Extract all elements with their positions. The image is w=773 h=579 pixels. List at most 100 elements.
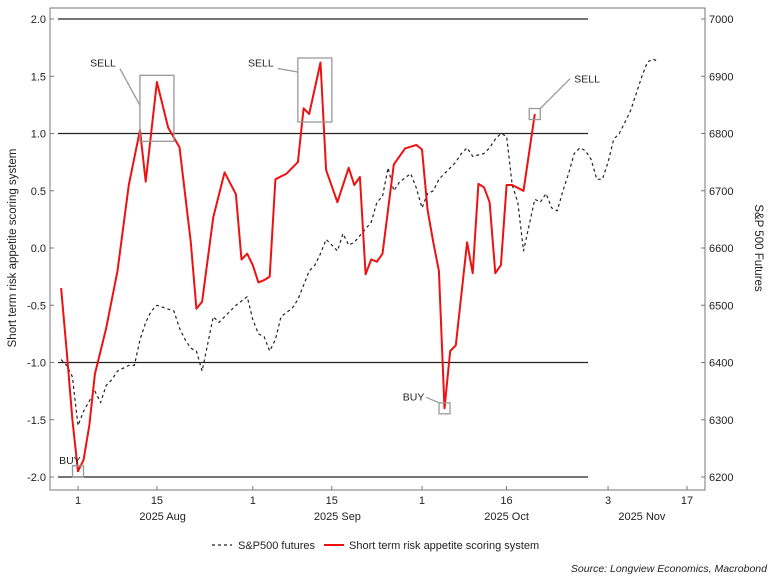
sp500-point — [77, 425, 78, 426]
annotation-label: SELL — [90, 58, 116, 70]
y-right-title: S&P 500 Futures — [752, 204, 764, 292]
y-right-tick-label: 6200 — [709, 472, 733, 484]
risk-appetite-point — [264, 280, 265, 281]
sp500-point — [461, 153, 462, 154]
risk-appetite-point — [202, 301, 203, 302]
risk-appetite-point — [376, 261, 377, 262]
sp500-point — [562, 190, 563, 191]
sp500-point — [540, 202, 541, 203]
sp500-point — [280, 316, 281, 317]
annotation-box — [297, 57, 333, 123]
sp500-point — [348, 245, 349, 246]
x-tick-label: 1 — [250, 495, 256, 507]
sp500-point — [106, 385, 107, 386]
risk-appetite-point — [168, 127, 169, 128]
risk-appetite-point — [489, 202, 490, 203]
sp500-point — [371, 222, 372, 223]
x-tick-label: 16 — [500, 495, 512, 507]
sp500-point — [568, 173, 569, 174]
sp500-point — [247, 296, 248, 297]
y-right-tick-label: 6700 — [709, 186, 733, 198]
sp500-point — [111, 379, 112, 380]
sp500-point — [579, 147, 580, 148]
sp500-point — [202, 371, 203, 372]
risk-appetite-point — [382, 253, 383, 254]
x-tick-label: 3 — [605, 495, 611, 507]
risk-appetite-point — [320, 62, 321, 63]
sp500-point — [145, 322, 146, 323]
risk-appetite-point — [179, 147, 180, 148]
sp500-point — [647, 61, 648, 62]
annotation-label: BUY — [403, 391, 425, 403]
y-left-tick-label: 0.5 — [31, 186, 46, 198]
sp500-point — [624, 122, 625, 123]
sp500-point — [574, 153, 575, 154]
sp500-point — [230, 310, 231, 311]
x-month-label: 2025 Nov — [618, 511, 666, 523]
x-tick-label: 15 — [326, 495, 338, 507]
sp500-point — [224, 316, 225, 317]
legend: S&P500 futures Short term risk appetite … — [212, 540, 539, 552]
sp500-point — [653, 59, 654, 60]
risk-appetite-point — [512, 184, 513, 185]
risk-appetite-point — [444, 408, 445, 409]
sp500-point — [61, 359, 62, 360]
sp500-point — [179, 328, 180, 329]
risk-appetite-point — [483, 187, 484, 188]
risk-appetite-point — [393, 164, 394, 165]
risk-appetite-point — [359, 176, 360, 177]
sp500-point — [500, 133, 501, 134]
risk-appetite-point — [269, 276, 270, 277]
sp500-point — [636, 93, 637, 94]
sp500-point — [269, 350, 270, 351]
sp500-point — [264, 336, 265, 337]
risk-appetite-point — [190, 242, 191, 243]
y-right-tick-label: 6400 — [709, 358, 733, 370]
sp500-point — [450, 167, 451, 168]
risk-appetite-point — [303, 108, 304, 109]
risk-appetite-series — [60, 61, 536, 473]
risk-appetite-point — [213, 217, 214, 218]
risk-appetite-point — [224, 172, 225, 173]
sp500-point — [399, 182, 400, 183]
x-month-label: 2025 Sep — [314, 511, 361, 523]
sp500-point — [393, 190, 394, 191]
sp500-point — [523, 250, 524, 251]
risk-appetite-point — [326, 170, 327, 171]
x-tick-label: 15 — [151, 495, 163, 507]
sp500-point — [303, 285, 304, 286]
risk-appetite-point — [94, 373, 95, 374]
right-axis: 7000 6900 6800 6700 6600 6500 6400 6300 6200 — [701, 14, 733, 484]
sp500-point — [275, 339, 276, 340]
sp500-point — [83, 411, 84, 412]
risk-appetite-point — [83, 459, 84, 460]
risk-appetite-point — [354, 184, 355, 185]
x-axis: 1 15 1 15 1 16 3 17 2025 Aug 2025 Sep 2025 Oct 2025… — [75, 486, 693, 523]
sp500-point — [421, 207, 422, 208]
y-right-tick-label: 6600 — [709, 243, 733, 255]
risk-appetite-point — [156, 81, 157, 82]
sp500-point — [495, 139, 496, 140]
risk-appetite-point — [128, 184, 129, 185]
sp500-point — [100, 402, 101, 403]
y-left-tick-label: -0.5 — [27, 300, 46, 312]
risk-appetite-point — [145, 181, 146, 182]
x-tick-label: 1 — [419, 495, 425, 507]
sp500-point — [619, 133, 620, 134]
risk-appetite-point — [89, 425, 90, 426]
sp500-point — [309, 270, 310, 271]
source-note: Source: Longview Economics, Macrobond — [571, 563, 768, 575]
sp500-point — [433, 190, 434, 191]
risk-appetite-point — [106, 328, 107, 329]
sp500-point — [252, 319, 253, 320]
risk-appetite-point — [117, 270, 118, 271]
risk-appetite-point — [405, 148, 406, 149]
risk-appetite-point — [61, 288, 62, 289]
sp500-point — [658, 61, 659, 62]
x-tick-label: 1 — [75, 495, 81, 507]
annotation-leader — [119, 68, 141, 106]
annotation-label: SELL — [248, 58, 274, 70]
risk-appetite-point — [258, 282, 259, 283]
y-left-tick-label: -1.5 — [27, 415, 46, 427]
sp500-point — [596, 179, 597, 180]
